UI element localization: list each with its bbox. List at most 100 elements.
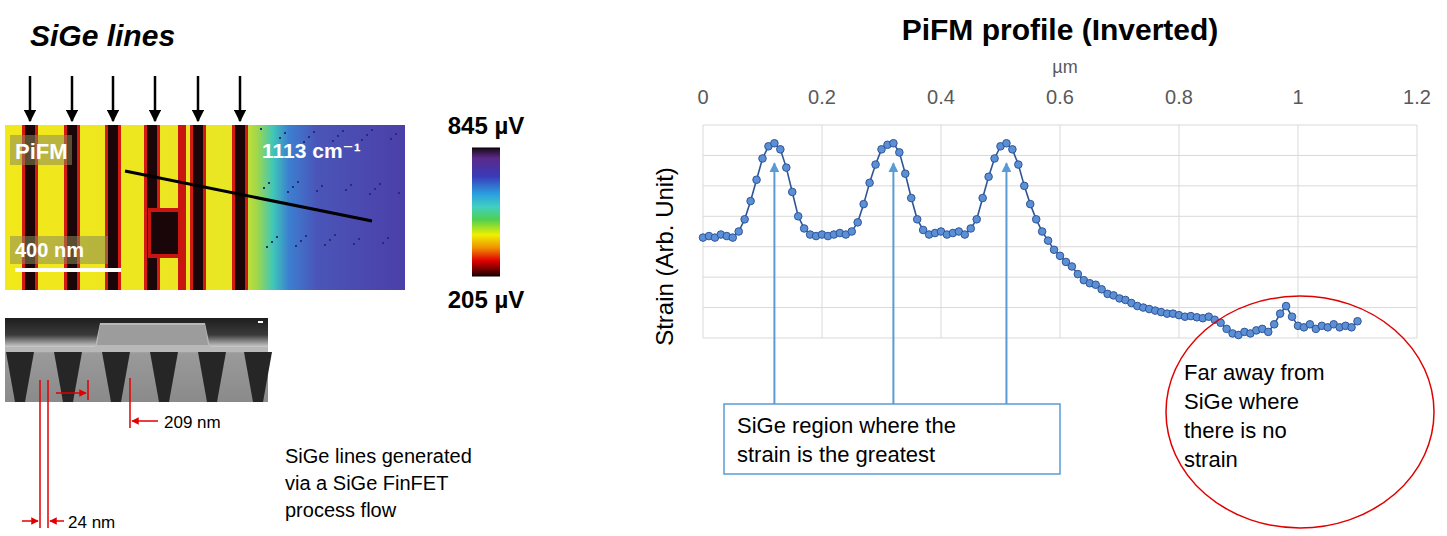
dimension-label: 209 nm xyxy=(164,413,221,432)
x-tick-label: 0.6 xyxy=(1046,86,1074,108)
image-speckle xyxy=(313,131,315,133)
data-point xyxy=(1015,161,1023,169)
image-speckle xyxy=(300,240,302,242)
image-speckle xyxy=(308,136,310,138)
data-line xyxy=(703,143,1358,335)
data-point xyxy=(1056,252,1064,260)
image-speckle xyxy=(353,243,355,245)
grid-line-x xyxy=(703,125,704,338)
data-point xyxy=(1003,139,1011,147)
data-point xyxy=(854,219,862,227)
text-line: strain xyxy=(1184,447,1238,472)
data-point xyxy=(1264,328,1272,336)
x-tick-label: 1.2 xyxy=(1403,86,1431,108)
scale-bar-label: 400 nm xyxy=(15,239,84,261)
image-background xyxy=(5,125,405,290)
figure: SiGe linesPiFM1113 cm⁻¹400 nm845 µV205 µ… xyxy=(0,0,1447,536)
image-speckle xyxy=(395,133,397,135)
pointer-arrow xyxy=(71,76,74,121)
image-speckle xyxy=(398,192,400,194)
image-speckle xyxy=(334,234,336,236)
pointer-arrow xyxy=(239,76,242,121)
image-speckle xyxy=(337,135,339,137)
text-line: strain is the greatest xyxy=(737,442,935,467)
image-stripe-core xyxy=(108,125,118,290)
image-stripe xyxy=(190,125,206,290)
data-point xyxy=(985,173,993,181)
sem-trench xyxy=(54,352,82,402)
image-speckle xyxy=(324,244,326,246)
sem-trench xyxy=(198,352,226,402)
text-line: SiGe region where the xyxy=(737,413,956,438)
data-point xyxy=(890,139,898,147)
data-point xyxy=(1354,317,1362,325)
text-line: process flow xyxy=(285,499,397,521)
data-point xyxy=(1038,228,1046,236)
dimension-line xyxy=(129,378,131,428)
image-speckle xyxy=(345,189,347,191)
pointer-arrow xyxy=(29,76,32,121)
dimension-line xyxy=(47,380,49,528)
data-point xyxy=(783,164,791,172)
data-point xyxy=(747,197,755,205)
image-stripe xyxy=(232,125,248,290)
image-speckle xyxy=(276,236,278,238)
colorbar-label: 205 µV xyxy=(448,286,525,313)
data-point xyxy=(848,228,856,236)
pointer-arrow xyxy=(197,76,200,121)
image-speckle xyxy=(361,139,363,141)
colorbar-tick xyxy=(472,276,500,277)
image-speckle xyxy=(316,190,318,192)
sem-scale-mark xyxy=(258,321,263,323)
data-point xyxy=(967,225,975,233)
image-speckle xyxy=(390,138,392,140)
data-point xyxy=(794,212,802,220)
image-speckle xyxy=(287,191,289,193)
data-point xyxy=(907,194,915,202)
caption: SiGe lines generatedvia a SiGe FinFETpro… xyxy=(285,445,472,521)
data-point xyxy=(991,155,999,163)
data-point xyxy=(800,225,808,233)
dimension-arrow xyxy=(22,520,38,522)
colorbar-label: 845 µV xyxy=(448,112,525,139)
pointer-arrow xyxy=(154,76,157,121)
data-point xyxy=(896,149,904,157)
data-point xyxy=(777,146,785,154)
image-stripe-core xyxy=(147,125,157,290)
sem-layer-top xyxy=(97,325,208,345)
image-speckle xyxy=(366,134,368,136)
annotation-text: SiGe region where the strain is the great… xyxy=(737,413,956,467)
x-tick-label: 0.4 xyxy=(927,86,955,108)
panel-title: SiGe lines xyxy=(30,19,175,52)
image-speckle xyxy=(297,181,299,183)
text-line: SiGe where xyxy=(1184,389,1299,414)
image-speckle xyxy=(268,182,270,184)
image-stripe xyxy=(105,125,121,290)
image-block-core xyxy=(151,212,181,254)
data-point xyxy=(1282,302,1290,310)
image-stripe-core xyxy=(193,125,203,290)
image-speckle xyxy=(350,184,352,186)
data-point xyxy=(1032,216,1040,224)
x-axis-title: µm xyxy=(1052,57,1077,77)
wavenumber-label: 1113 cm⁻¹ xyxy=(262,139,361,162)
data-point xyxy=(1288,313,1296,321)
grid-line-x xyxy=(1417,125,1418,338)
x-tick-label: 0 xyxy=(697,86,708,108)
image-speckle xyxy=(379,183,381,185)
data-point xyxy=(961,231,969,239)
image-speckle xyxy=(305,235,307,237)
colorbar xyxy=(472,148,500,276)
data-point xyxy=(1026,200,1034,208)
image-speckle xyxy=(295,245,297,247)
annotation-arrow xyxy=(892,163,894,404)
data-point xyxy=(872,161,880,169)
annotation-circle xyxy=(1166,296,1434,528)
data-point xyxy=(1276,310,1284,318)
image-speckle xyxy=(260,128,262,130)
sem-trench xyxy=(6,352,34,402)
grid-line-x xyxy=(1060,125,1061,338)
image-speckle xyxy=(271,241,273,243)
data-point xyxy=(860,200,868,208)
sem-trench xyxy=(150,352,178,402)
